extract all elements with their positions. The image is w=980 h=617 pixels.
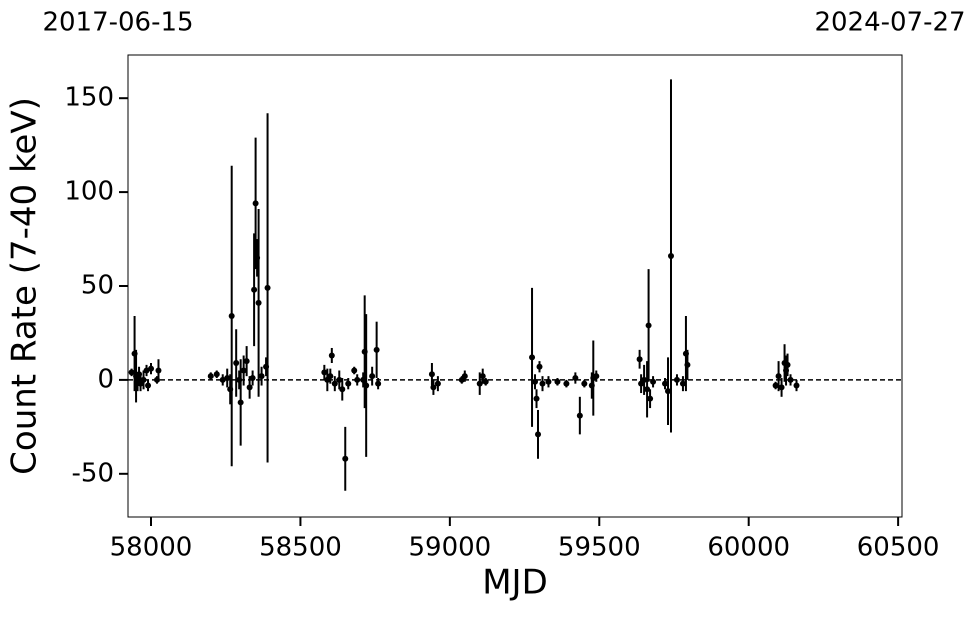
data-point [775,373,782,380]
data-point [539,380,546,387]
data-point [363,382,370,389]
start-date: 2017-06-15 [42,8,193,38]
data-point [482,378,489,385]
data-point [563,380,570,387]
data-point [143,367,150,374]
data-point [644,386,651,393]
data-point [673,376,680,383]
data-point [331,380,338,387]
data-point [369,373,376,380]
data-point [576,412,583,419]
data-point [461,373,468,380]
data-point [572,375,579,382]
data-point [772,382,779,389]
data-point [228,313,235,320]
data-point [243,358,250,365]
data-point [533,395,540,402]
plot-frame [127,54,903,518]
x-tick-label: 59500 [558,533,641,563]
data-point [264,284,271,291]
data-point [140,376,147,383]
data-point [336,376,343,383]
data-point [529,354,536,361]
data-point [237,399,244,406]
data-point [373,346,380,353]
data-point [428,371,435,378]
x-tick-label: 60500 [857,533,940,563]
data-point [532,378,539,385]
data-point [434,380,441,387]
data-point [213,371,220,378]
data-point [155,367,162,374]
data-point [641,376,648,383]
data-point [345,380,352,387]
y-tick-label: -50 [72,458,114,488]
data-point [536,363,543,370]
data-point [535,431,542,438]
data-point [258,373,265,380]
data-point [593,373,600,380]
data-point [246,384,253,391]
data-point [545,378,552,385]
data-point [249,375,256,382]
data-point [647,395,654,402]
data-point [251,286,258,293]
data-point [255,299,262,306]
data-point [684,361,691,368]
data-point [430,384,437,391]
x-tick-label: 58000 [110,533,193,563]
data-point [662,380,669,387]
data-point [375,380,382,387]
data-point [476,380,483,387]
data-point [793,382,800,389]
y-tick-label: 100 [64,177,114,207]
data-point [327,373,334,380]
data-point [224,375,231,382]
end-date: 2024-07-27 [814,8,965,38]
data-point [787,376,794,383]
data-point [554,378,561,385]
data-point [778,384,785,391]
data-point [136,371,143,378]
data-point [207,373,214,380]
data-point [679,380,686,387]
x-tick-label: 58500 [259,533,342,563]
data-point [240,367,247,374]
data-point [645,322,652,329]
data-point [354,376,361,383]
y-tick-label: 150 [64,83,114,113]
data-point [665,388,672,395]
data-point [233,360,240,366]
x-tick-label: 59000 [408,533,491,563]
y-axis-label: Count Rate (7-40 keV) [5,97,45,475]
data-point [128,369,135,376]
data-point [667,252,674,259]
data-point [479,373,486,380]
data-point [581,380,588,387]
data-point [145,382,152,389]
y-tick-label: 0 [97,364,114,394]
data-point [321,369,328,376]
x-axis-label: MJD [482,563,548,603]
data-point [784,361,791,368]
data-point [342,455,349,462]
y-tick-label: 50 [81,271,114,301]
data-point [636,356,643,363]
data-point [252,200,259,207]
data-point [148,365,155,372]
data-point [351,367,358,374]
x-tick-label: 60000 [707,533,790,563]
data-point [339,386,346,393]
data-point [219,376,226,383]
data-point [328,352,335,359]
data-point [650,378,657,385]
